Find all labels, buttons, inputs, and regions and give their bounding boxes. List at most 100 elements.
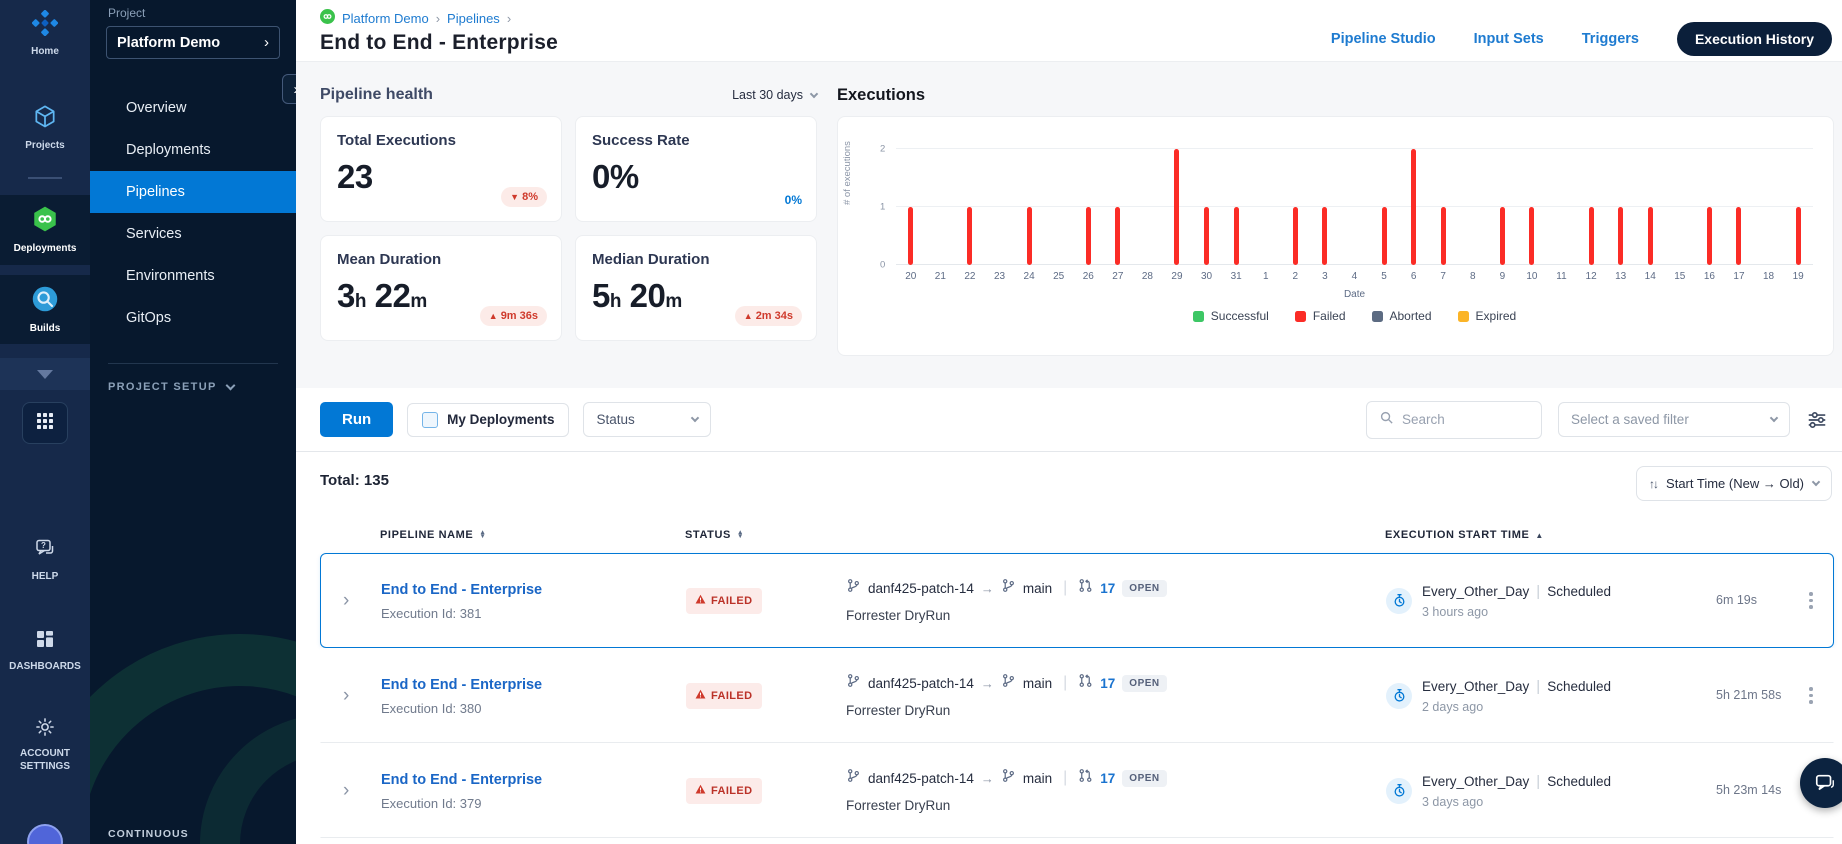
module-switcher-button[interactable] [22,402,68,444]
x-tick-label: 18 [1762,271,1775,282]
project-selector[interactable]: Platform Demo › [106,26,280,59]
source-branch: danf425-patch-14 [868,770,974,786]
failed-execution-bar[interactable] [1647,207,1653,265]
failed-execution-bar[interactable] [1529,207,1535,265]
pipeline-name-link[interactable]: End to End - Enterprise [381,676,543,693]
tab-triggers[interactable]: Triggers [1581,31,1639,47]
failed-execution-bar[interactable] [1440,207,1446,265]
rail-item-account-settings[interactable]: ACCOUNT SETTINGS [4,706,86,782]
search-icon [1379,410,1394,430]
rail-item-dashboards[interactable]: DASHBOARDS [4,617,86,683]
sidebar-item-services[interactable]: Services [126,226,182,242]
pr-number-link[interactable]: 17 [1100,675,1116,691]
failed-execution-bar[interactable] [1233,207,1239,265]
x-tick-label: 7 [1440,271,1446,282]
failed-execution-bar[interactable] [1204,207,1210,265]
sort-dropdown[interactable]: ↑↓ Start Time (New → Old) [1636,466,1832,501]
my-deployments-filter[interactable]: My Deployments [407,402,570,437]
failed-execution-bar[interactable] [1292,207,1298,265]
pipeline-name-link[interactable]: End to End - Enterprise [381,581,543,598]
overview-band: Pipeline health Last 30 days Total Execu… [296,62,1842,388]
user-avatar[interactable] [27,824,63,844]
rail-item-home[interactable]: Home [0,0,90,68]
rail-item-deployments[interactable]: Deployments [0,195,90,265]
sidebar-item-overview[interactable]: Overview [126,100,187,116]
legend-item-successful[interactable]: Successful [1192,309,1269,323]
schedule-type: Scheduled [1547,678,1612,694]
sidebar-item-pipelines[interactable]: Pipelines [90,171,296,213]
sidebar-item-gitops[interactable]: GitOps [126,310,172,326]
tab-execution-history[interactable]: Execution History [1676,22,1832,56]
pr-number-link[interactable]: 17 [1100,770,1116,786]
chart-column: 26 [1073,135,1103,282]
failed-execution-bar[interactable] [908,207,914,265]
pipeline-name-link[interactable]: End to End - Enterprise [381,771,543,788]
expand-row-icon[interactable]: › [343,779,350,801]
status-filter-dropdown[interactable]: Status [583,402,712,437]
column-header-status[interactable]: STATUS ▲ ▼ [685,529,745,541]
x-tick-label: 24 [1023,271,1035,282]
pipeline-health-title: Pipeline health [320,86,433,103]
rail-expand-button[interactable] [0,358,90,390]
failed-execution-bar[interactable] [1736,207,1742,265]
x-tick-label: 21 [934,271,946,282]
breadcrumb-project-link[interactable]: Platform Demo [342,10,429,26]
pr-number-link[interactable]: 17 [1100,580,1116,596]
pull-request-icon [1078,673,1093,693]
execution-row[interactable]: › End to End - Enterprise Execution Id: … [320,553,1834,648]
schedule-name: Every_Other_Day [1422,773,1530,789]
scheduled-trigger-icon [1386,682,1412,709]
legend-item-failed[interactable]: Failed [1294,309,1346,323]
failed-execution-bar[interactable] [1174,149,1180,265]
tab-pipeline-studio[interactable]: Pipeline Studio [1330,31,1436,47]
sidebar-collapse-button[interactable]: › [282,74,296,104]
project-nav: Overview Deployments Pipelines Services Envi… [90,87,296,339]
execution-row[interactable]: › End to End - Enterprise Execution Id: … [320,648,1834,743]
failed-execution-bar[interactable] [967,207,973,265]
filter-sliders-icon[interactable] [1806,409,1828,431]
failed-execution-bar[interactable] [1085,207,1091,265]
execution-row[interactable]: › End to End - Enterprise Execution Id: … [320,743,1834,838]
executions-table-section: Total: 135 ↑↓ Start Time (New → Old) PIP… [296,452,1842,844]
failed-execution-bar[interactable] [1322,207,1328,265]
legend-item-expired[interactable]: Expired [1457,309,1517,323]
project-setup-toggle[interactable]: PROJECT SETUP [90,364,296,410]
expand-row-icon[interactable]: › [343,684,350,706]
rail-item-projects[interactable]: Projects [0,94,90,162]
tab-input-sets[interactable]: Input Sets [1473,31,1544,47]
x-tick-label: 27 [1112,271,1124,282]
failed-execution-bar[interactable] [1706,207,1712,265]
rail-item-builds[interactable]: Builds [0,274,90,344]
chart-column: 15 [1665,135,1695,282]
failed-execution-bar[interactable] [1618,207,1624,265]
failed-execution-bar[interactable] [1411,149,1417,265]
failed-execution-bar[interactable] [1588,207,1594,265]
column-header-pipeline-name[interactable]: PIPELINE NAME ▲ ▼ [380,529,487,541]
expand-row-icon[interactable]: › [343,589,350,611]
search-input[interactable] [1402,412,1522,427]
sidebar-item-environments[interactable]: Environments [126,268,215,284]
breadcrumb-pipelines-link[interactable]: Pipelines [447,10,500,26]
failed-execution-bar[interactable] [1499,207,1505,265]
rail-item-help[interactable]: ? HELP [4,527,86,593]
date-range-selector[interactable]: Last 30 days [732,88,819,102]
failed-execution-bar[interactable] [1381,207,1387,265]
row-menu-button[interactable] [1791,683,1831,708]
legend-label: Expired [1475,309,1517,323]
chart-column: 31 [1221,135,1251,282]
chart-column: 3 [1310,135,1340,282]
column-header-execution-start-time[interactable]: EXECUTION START TIME ▲ [1385,529,1544,541]
failed-execution-bar[interactable] [1115,207,1121,265]
my-deployments-checkbox[interactable] [422,411,439,428]
chart-column: 12 [1576,135,1606,282]
failed-execution-bar[interactable] [1795,207,1801,265]
started-ago: 2 days ago [1422,699,1484,714]
failed-execution-bar[interactable] [1026,207,1032,265]
row-menu-button[interactable] [1791,588,1831,613]
saved-filter-dropdown[interactable]: Select a saved filter [1558,402,1790,437]
run-button[interactable]: Run [320,402,394,437]
execution-duration: 5h 23m 14s [1716,782,1782,797]
sidebar-item-deployments[interactable]: Deployments [126,142,211,158]
legend-item-aborted[interactable]: Aborted [1371,309,1432,323]
chat-support-button[interactable] [1800,758,1842,808]
